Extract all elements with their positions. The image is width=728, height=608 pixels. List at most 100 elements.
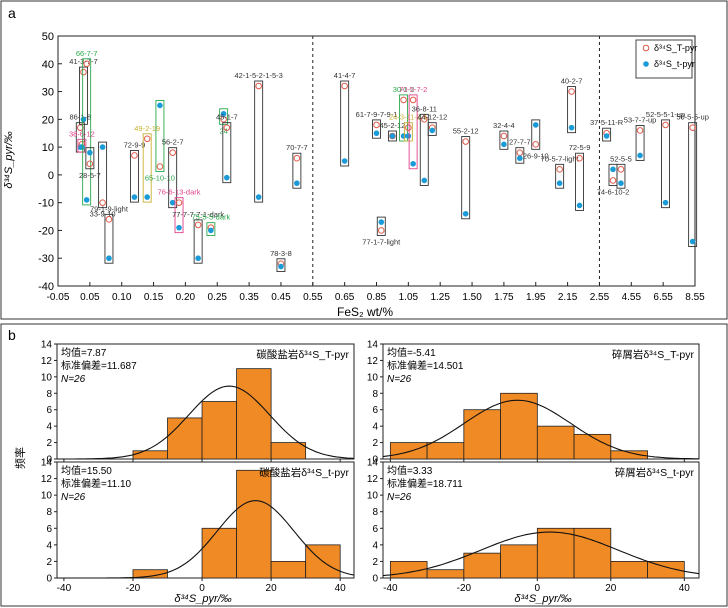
x-tick-label: 20 — [266, 583, 278, 594]
y-tick-label: 2 — [46, 438, 52, 449]
stat-sd: 标准偏差=14.501 — [387, 359, 464, 372]
stat-sd: 标准偏差=11.687 — [61, 359, 137, 372]
sample-label: 77-7-7-7-1-dark — [172, 210, 224, 219]
histogram-bottom-left: 0 2 4 6 8 10 12 14 -40 -20 0 20 40 均值=15.50标准偏差=11.10… — [41, 458, 355, 594]
marker-t-pyr — [576, 202, 583, 209]
x-tick-label: -40 — [57, 583, 72, 594]
marker-t-pyr — [400, 133, 407, 139]
marker-t-pyr — [255, 194, 262, 200]
sample-label: 42-1-5-2-1-5-3 — [234, 71, 282, 80]
sample-range-box — [635, 124, 645, 161]
sample-label: 53-7-7-up — [624, 115, 657, 124]
sample-label: 49-2-19 — [134, 124, 160, 133]
stat-sd: 标准偏差=11.10 — [61, 477, 132, 490]
histogram-bar — [426, 569, 465, 579]
histogram-bar — [500, 544, 538, 579]
x-tick-label: 0.85 — [367, 292, 387, 303]
marker-t-pyr — [83, 197, 90, 203]
x-tick-label: 40 — [335, 583, 347, 594]
sample-label: 33-9-10 — [90, 210, 116, 219]
sample-label: 78-3-8 — [270, 249, 292, 258]
sample-label: 41-3-7-7 — [69, 57, 97, 66]
histogram-bar — [610, 450, 648, 460]
histogram-bar — [201, 401, 237, 460]
y-tick-label: 0 — [372, 455, 378, 466]
marker-t-pyr — [405, 133, 412, 139]
y-tick-label: 14 — [41, 340, 53, 351]
x-tick-label: 2.55 — [590, 292, 610, 303]
sample-label: 74-6-10-2 — [597, 187, 630, 196]
sample-range-box — [219, 108, 229, 125]
x-tick-label: -20 — [457, 583, 472, 594]
y-tick-label: 40 — [42, 59, 54, 71]
marker-T-pyr — [568, 88, 575, 95]
marker-t-pyr — [603, 133, 610, 139]
sample-label: 66-7-7 — [76, 49, 98, 58]
histogram-bar — [536, 527, 575, 579]
y-tick-label: 6 — [46, 405, 52, 416]
y-tick-label: 10 — [42, 142, 54, 154]
x-tick-label: 1.25 — [430, 292, 450, 303]
marker-T-pyr — [169, 149, 176, 156]
sample-label: 37-5-11-R — [590, 118, 624, 127]
y-tick-label: 2 — [46, 557, 52, 568]
stat-sd: 标准偏差=18.711 — [387, 477, 463, 490]
x-tick-label: 40 — [679, 583, 691, 594]
marker-T-pyr — [131, 152, 138, 159]
sample-range-box — [531, 119, 541, 150]
x-tick-label: 0.45 — [271, 292, 291, 303]
y-tick-label: 30 — [42, 87, 54, 99]
sample-range-box — [461, 136, 471, 220]
x-tick-label: 1.05 — [399, 292, 419, 303]
sample-label: 70-7-7 — [286, 143, 308, 152]
x-tick-label: 0.25 — [208, 292, 228, 303]
marker-T-pyr — [400, 96, 407, 104]
y-tick-label: 0 — [46, 574, 52, 585]
sample-range-box — [129, 149, 139, 203]
marker-T-pyr — [409, 96, 417, 104]
sample-range-box — [555, 163, 565, 189]
sample-range-box — [387, 130, 397, 142]
marker-t-pyr — [378, 219, 385, 225]
sample-range-box — [499, 130, 509, 150]
normal-curve — [57, 385, 355, 460]
sample-label: 56-2-7 — [162, 138, 184, 147]
stat-mean: 均值=-5.41 — [387, 346, 436, 359]
histogram-bar — [389, 442, 428, 460]
x-tick-label: 1.50 — [462, 292, 482, 303]
marker-T-pyr — [293, 154, 301, 162]
histogram-bottom-right: 0 2 4 6 8 10 12 14 -40 -20 0 20 40 均值=3.33标准偏差=18.711… — [367, 458, 700, 594]
x-tick-label: 8.55 — [685, 292, 705, 303]
sample-range-box — [206, 222, 216, 236]
y-tick-label: -20 — [38, 225, 54, 237]
histogram-bar — [426, 442, 465, 460]
histogram-bar — [270, 442, 307, 460]
y-tick-label: 8 — [372, 507, 378, 518]
sample-range-box — [222, 122, 232, 184]
normal-curve — [57, 500, 355, 579]
sample-range-box — [688, 122, 698, 248]
x-tick-label: 0.65 — [335, 292, 355, 303]
marker-t-pyr — [208, 227, 214, 234]
marker-T-pyr — [500, 132, 508, 140]
sample-range-box — [616, 163, 626, 189]
sample-range-box — [419, 113, 429, 186]
marker-t-pyr — [169, 199, 176, 206]
marker-t-pyr — [157, 102, 163, 109]
sample-range-box — [276, 258, 286, 273]
sample-range-box — [602, 127, 612, 142]
stat-mean: 均值=7.87 — [61, 346, 107, 359]
marker-T-pyr — [662, 121, 669, 129]
histogram-bar — [573, 433, 612, 460]
sample-range-box — [193, 219, 203, 264]
x-tick-label: 0.05 — [80, 292, 100, 303]
sample-label: 44-12-12 — [417, 113, 447, 122]
marker-T-pyr — [223, 124, 231, 131]
y-tick-label: 0 — [372, 574, 378, 585]
histogram-bar — [463, 409, 501, 460]
x-tick-label: 0.20 — [176, 292, 196, 303]
marker-t-pyr — [689, 238, 696, 245]
